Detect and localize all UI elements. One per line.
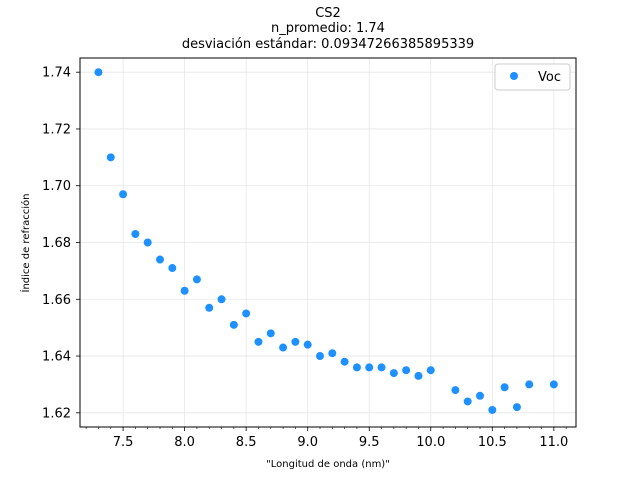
x-tick-label: 11.0 [539,435,568,450]
x-tick-label: 9.0 [297,435,318,450]
data-point [229,320,238,329]
chart-title: CS2 n_promedio: 1.74 desviación estándar… [182,6,474,52]
y-axis-label: Índice de refracción [19,194,32,293]
data-point [106,153,115,162]
data-point [303,340,312,349]
y-tick-label: 1.72 [42,122,71,137]
legend-label: Voc [538,70,561,85]
grid [80,58,576,427]
title-line-1: CS2 [315,6,341,21]
y-tick-label: 1.66 [42,293,71,308]
data-point [389,369,398,378]
data-point [254,337,263,346]
data-point [291,337,300,346]
data-point [266,329,275,338]
data-point [205,303,214,312]
y-tick-label: 1.68 [42,236,71,251]
data-point [242,309,251,318]
data-point [279,343,288,352]
data-point [168,264,177,273]
data-point [451,386,460,395]
data-point [143,238,152,247]
data-point [340,357,349,366]
data-point [180,286,189,295]
data-point [365,363,374,372]
x-axis-ticks: 7.5 8.0 8.5 9.0 9.5 10.0 10.5 11.0 [85,427,568,450]
x-tick-label: 7.5 [113,435,134,450]
x-tick-label: 9.5 [359,435,380,450]
data-point [94,68,103,77]
data-points [94,68,558,414]
data-point [316,352,324,361]
x-tick-label: 8.5 [236,435,257,450]
x-tick-label: 10.0 [416,435,445,450]
y-tick-label: 1.70 [42,179,71,194]
plot-frame [79,57,577,428]
y-tick-label: 1.74 [42,66,71,81]
data-point [377,363,386,372]
data-point [156,255,164,264]
data-point [426,366,435,375]
data-point [192,275,201,284]
data-point [402,366,411,375]
data-point [549,380,558,389]
data-point [476,391,484,400]
x-tick-label: 10.5 [478,435,507,450]
data-point [131,229,140,238]
data-point [488,405,497,414]
x-tick-label: 8.0 [174,435,195,450]
legend-box [494,63,571,91]
y-tick-label: 1.64 [42,350,71,365]
legend-marker [510,72,518,80]
legend: Voc [494,63,571,91]
data-point [119,190,128,199]
title-line-3: desviación estándar: 0.09347266385895339 [182,37,474,52]
x-axis-label: "Longitud de onda (nm)" [266,459,390,470]
data-point [512,403,521,412]
data-point [328,349,337,358]
data-point [500,383,509,392]
y-axis-ticks: 1.62 1.64 1.66 1.68 1.70 1.72 1.74 [42,66,80,421]
data-point [525,380,534,389]
data-point [217,295,226,304]
y-tick-label: 1.62 [42,406,71,421]
title-line-2: n_promedio: 1.74 [271,21,385,36]
data-point [414,371,423,380]
data-point [463,397,472,406]
data-point [352,363,361,372]
